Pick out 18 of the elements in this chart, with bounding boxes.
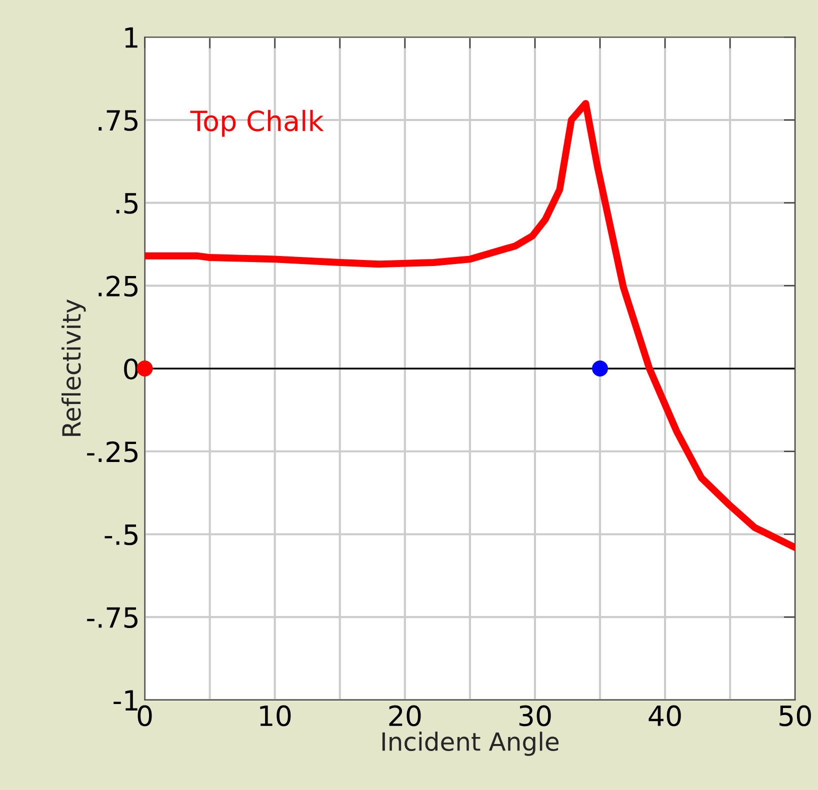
x-axis-title: Incident Angle xyxy=(382,732,559,756)
x-tick-label: 50 xyxy=(780,705,811,726)
y-tick-label: .75 xyxy=(98,110,138,131)
x-tick-label: 40 xyxy=(648,705,681,726)
x-tick-label: 20 xyxy=(389,705,421,726)
y-tick-label: -.5 xyxy=(104,524,138,546)
x-tick-label: 0 xyxy=(138,705,152,726)
y-tick-label: -.75 xyxy=(87,607,138,628)
y-axis-title: Reflectivity xyxy=(62,299,86,436)
y-tick-label: .5 xyxy=(116,193,138,214)
y-tick-label: -.25 xyxy=(87,441,138,462)
x-tick-label: 30 xyxy=(519,705,551,726)
y-tick-label: 0 xyxy=(124,358,138,380)
y-tick-label: -1 xyxy=(114,690,138,710)
text: Top Chalk xyxy=(190,110,324,137)
y-tick-label: .25 xyxy=(98,276,138,297)
x-tick-label: 10 xyxy=(260,705,291,726)
y-tick-label: 1 xyxy=(125,27,138,48)
